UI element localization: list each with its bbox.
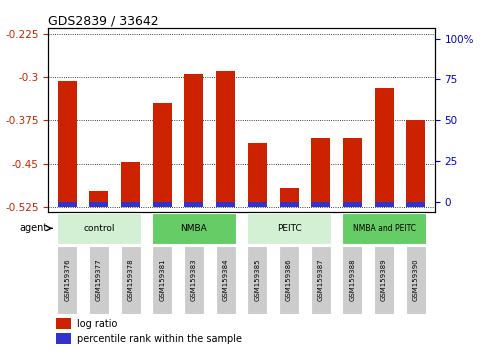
Bar (58, 202, 77, 207)
Text: NMBA and PEITC: NMBA and PEITC (353, 224, 415, 233)
Bar (216, 202, 235, 207)
Bar (56, 318, 71, 329)
Bar (248, 143, 267, 207)
Text: percentile rank within the sample: percentile rank within the sample (77, 334, 242, 344)
Bar (152, 246, 172, 314)
Text: GSM159381: GSM159381 (159, 258, 165, 301)
Bar (406, 246, 426, 314)
Text: GSM159385: GSM159385 (255, 258, 260, 301)
Bar (57, 213, 141, 244)
Text: GSM159377: GSM159377 (96, 258, 102, 301)
Text: GSM159386: GSM159386 (286, 258, 292, 301)
Bar (311, 202, 330, 207)
Bar (343, 202, 362, 207)
Bar (247, 213, 331, 244)
Bar (406, 120, 425, 207)
Bar (248, 202, 267, 207)
Bar (185, 74, 203, 207)
Text: GSM159384: GSM159384 (223, 258, 228, 301)
Bar (374, 87, 394, 207)
Bar (153, 103, 172, 207)
Bar (311, 246, 331, 314)
Text: GSM159388: GSM159388 (349, 258, 355, 301)
Text: GDS2839 / 33642: GDS2839 / 33642 (48, 14, 159, 27)
Text: PEITC: PEITC (277, 224, 301, 233)
Bar (56, 333, 71, 344)
Bar (121, 162, 140, 207)
Bar (185, 202, 203, 207)
Bar (153, 202, 172, 207)
Bar (215, 246, 236, 314)
Bar (89, 202, 109, 207)
Bar (216, 72, 235, 207)
Text: GSM159376: GSM159376 (64, 258, 71, 301)
Bar (247, 246, 268, 314)
Text: GSM159383: GSM159383 (191, 258, 197, 301)
Bar (280, 202, 298, 207)
Bar (374, 246, 394, 314)
Bar (374, 202, 394, 207)
Bar (279, 246, 299, 314)
Text: control: control (83, 224, 115, 233)
Bar (121, 202, 140, 207)
Bar (342, 246, 362, 314)
Text: GSM159378: GSM159378 (128, 258, 134, 301)
Bar (343, 138, 362, 207)
Bar (58, 81, 77, 207)
Bar (280, 188, 298, 207)
Bar (342, 213, 426, 244)
Bar (311, 138, 330, 207)
Bar (184, 246, 204, 314)
Text: agent: agent (19, 223, 48, 233)
Text: NMBA: NMBA (181, 224, 207, 233)
Bar (406, 202, 425, 207)
Bar (121, 246, 141, 314)
Text: GSM159390: GSM159390 (412, 258, 419, 301)
Bar (89, 246, 109, 314)
Bar (152, 213, 236, 244)
Bar (57, 246, 77, 314)
Bar (89, 190, 109, 207)
Text: log ratio: log ratio (77, 319, 118, 329)
Text: GSM159389: GSM159389 (381, 258, 387, 301)
Text: GSM159387: GSM159387 (318, 258, 324, 301)
